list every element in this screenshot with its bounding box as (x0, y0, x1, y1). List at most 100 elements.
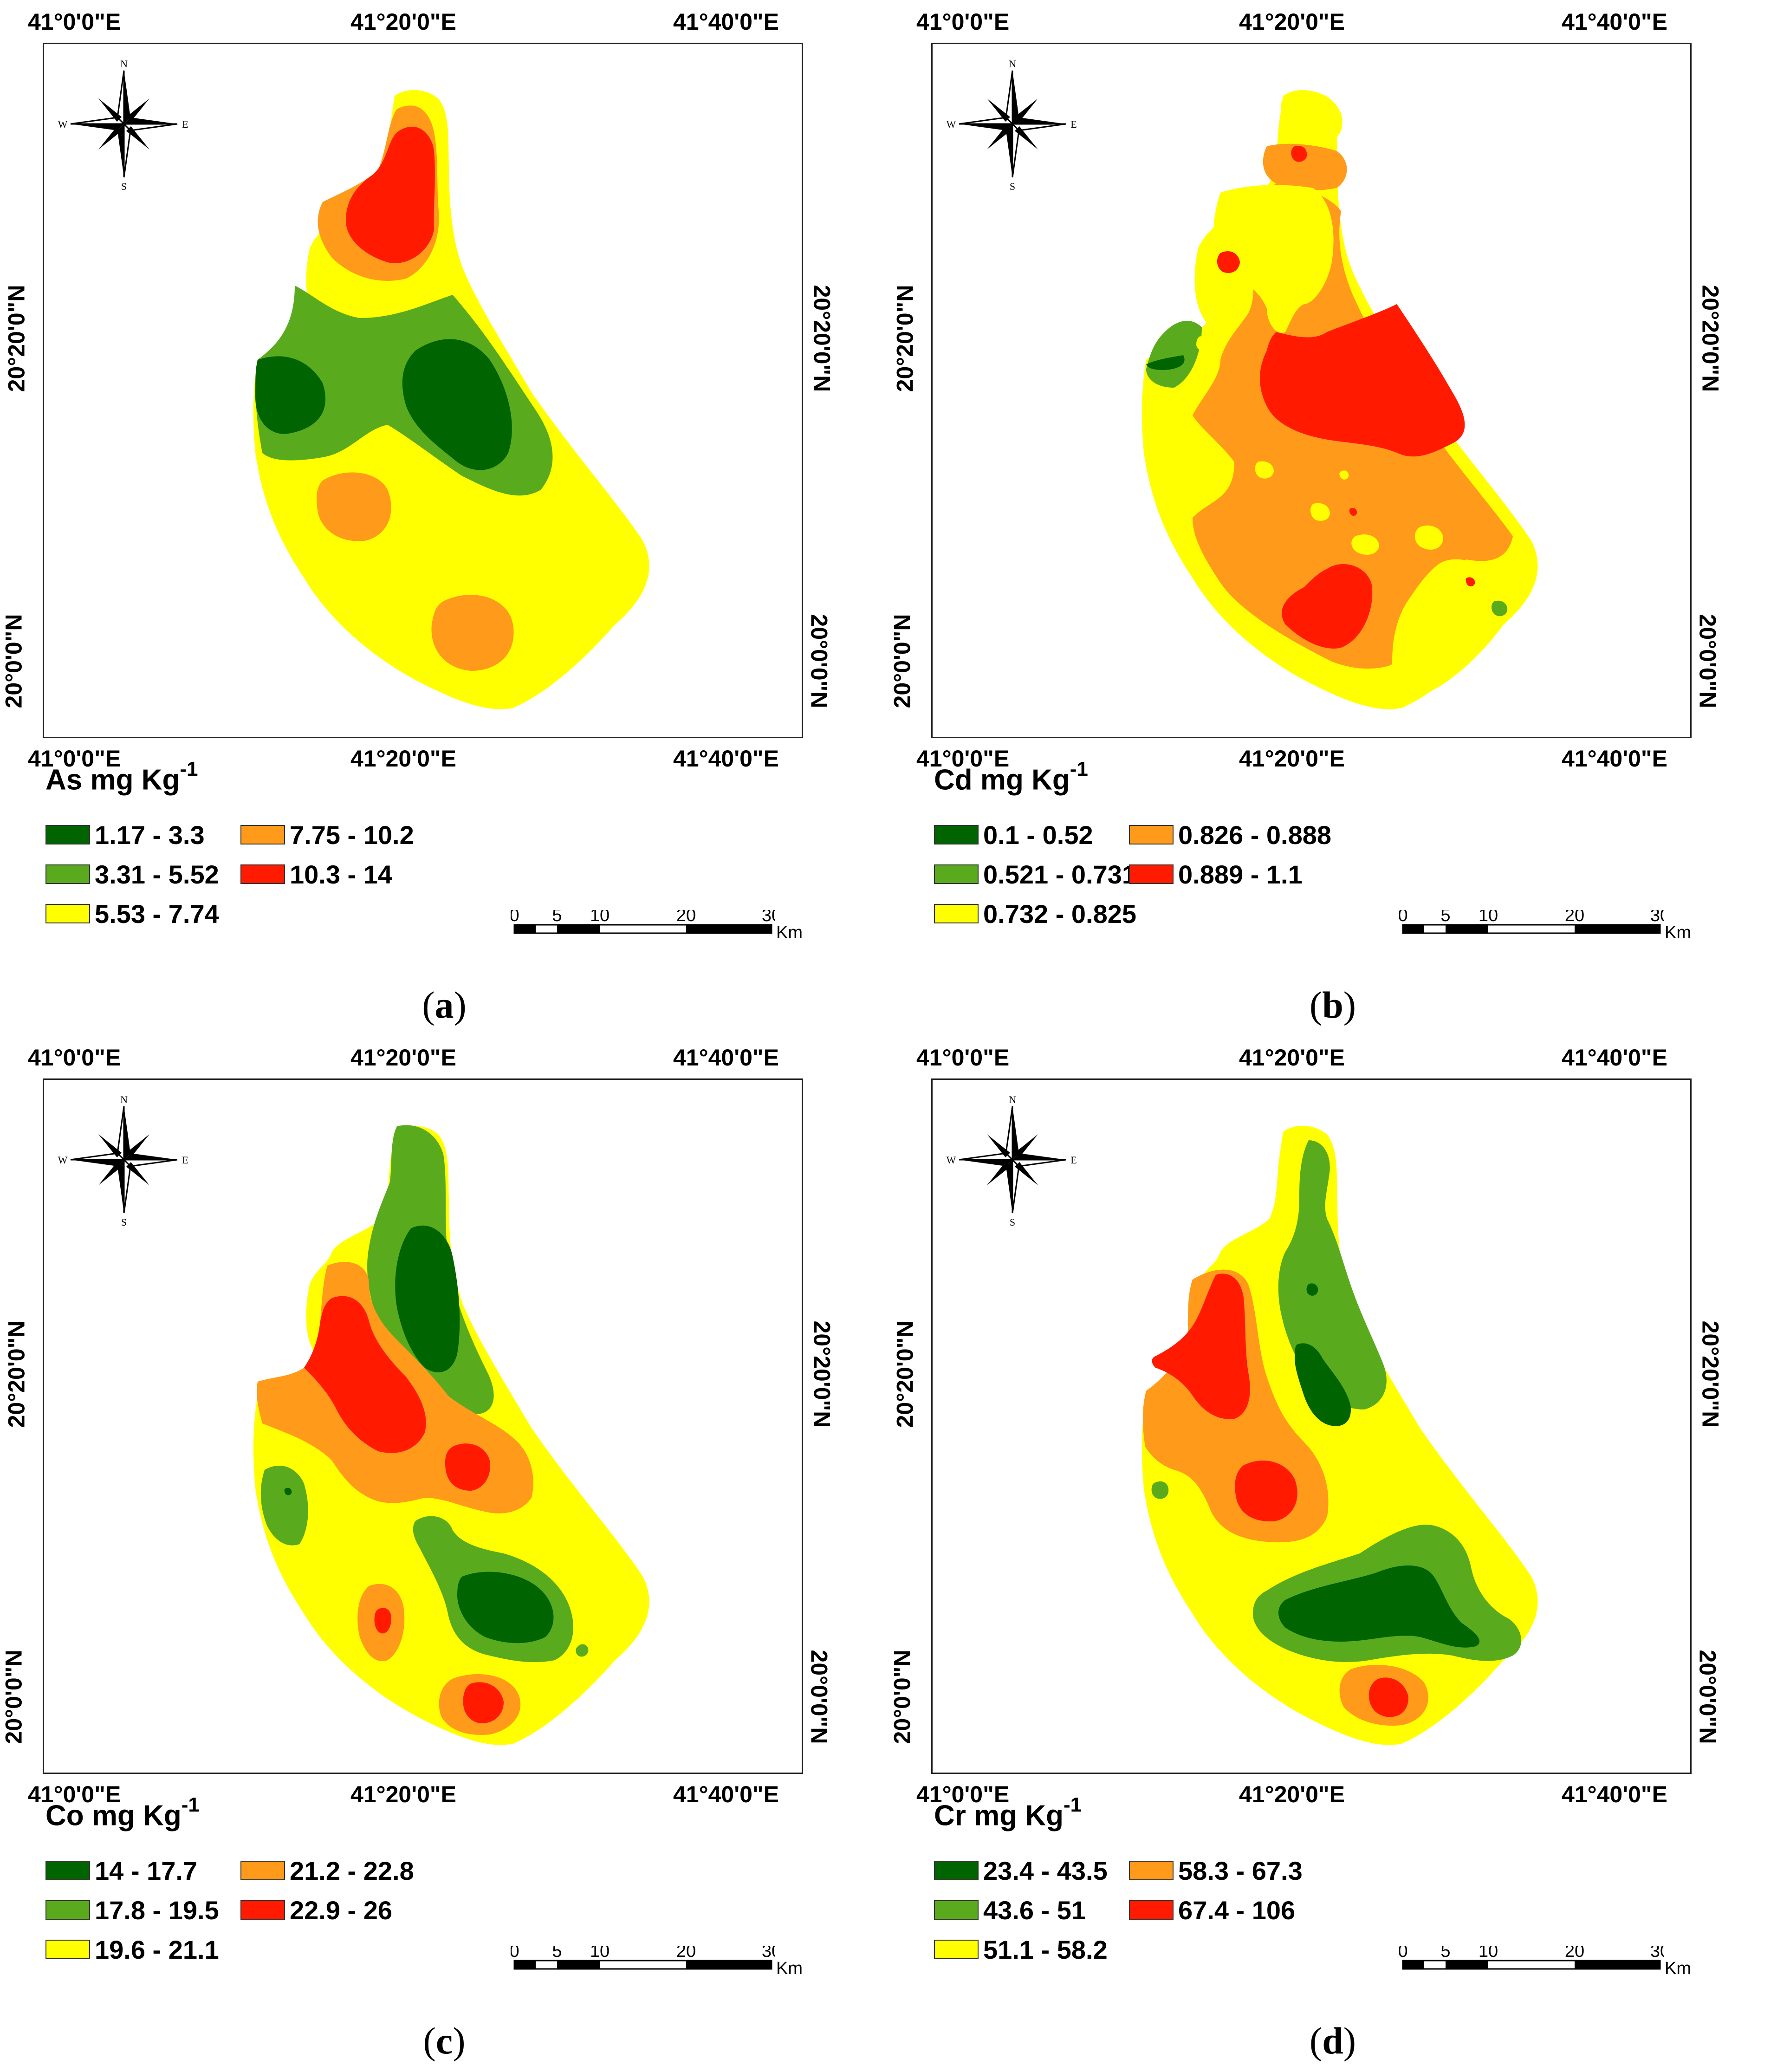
legend-swatch (1129, 825, 1174, 844)
legend-title: Cr mg Kg-1 (934, 1793, 1082, 1832)
caption-close: ) (454, 984, 467, 1026)
legend-item-class-3: 19.6 - 21.1 (45, 1935, 219, 1964)
legend-swatch (1129, 1861, 1174, 1880)
legend-item-class-4: 58.3 - 67.3 (1129, 1856, 1303, 1885)
map-region-red (1368, 1677, 1408, 1717)
lon-label-top-right: 41°40'0"E (1562, 9, 1667, 35)
lat-label-left-lower: 20°0'0"N (889, 1650, 915, 1744)
map-region-red (374, 1608, 391, 1634)
scale-tick-5: 5 (552, 910, 562, 925)
legend-item-class-3: 51.1 - 58.2 (934, 1935, 1108, 1964)
legend-swatch (240, 1900, 285, 1920)
lon-label-bottom-right: 41°40'0"E (673, 746, 779, 772)
unit-label: mg Kg (980, 764, 1070, 796)
legend-swatch (240, 825, 285, 844)
map-region-yellow (1339, 470, 1349, 480)
scale-tick-5: 5 (1440, 910, 1450, 925)
lat-label-right-upper: 20°20'0"N (1697, 1320, 1724, 1428)
lat-label-right-lower: 20°0'0"N (806, 614, 832, 708)
map-region-yellow (1414, 525, 1443, 550)
legend-swatch (45, 1940, 90, 1959)
map-region-red (1282, 564, 1373, 649)
scale-tick-5: 5 (1440, 1946, 1450, 1961)
map-region-red (1466, 577, 1475, 587)
panel-caption: (b) (888, 983, 1777, 1027)
legend-swatch (240, 864, 285, 884)
legend-swatch (45, 864, 90, 884)
legend-item-class-3: 0.732 - 0.825 (934, 899, 1137, 929)
lon-label-top-left: 41°0'0"E (28, 9, 121, 35)
interpolation-map (253, 1125, 649, 1745)
caption-close: ) (453, 2020, 466, 2062)
compass-w-label: W (947, 1154, 956, 1166)
element-symbol: Co (45, 1799, 84, 1832)
legend-label: 10.3 - 14 (290, 859, 393, 889)
legend-swatch (1129, 1900, 1174, 1920)
map-canvas: N S W E (947, 58, 1538, 709)
caption-letter: b (1322, 984, 1343, 1026)
legend-swatch (45, 904, 90, 923)
legend-item-class-2: 0.521 - 0.731 (934, 860, 1136, 889)
caption-open: ( (1309, 2020, 1323, 2062)
compass-w-label: W (947, 118, 956, 130)
element-symbol: Cr (934, 1799, 966, 1832)
legend-label: 23.4 - 43.5 (983, 1856, 1108, 1885)
lat-label-right-upper: 20°20'0"N (809, 1320, 835, 1428)
lat-label-right-lower: 20°0'0"N (806, 1650, 832, 1744)
caption-open: ( (423, 2020, 436, 2062)
scale-unit: Km (776, 923, 803, 942)
lon-label-bottom-right: 41°40'0"E (1562, 746, 1667, 772)
legend-item-class-1: 23.4 - 43.5 (934, 1856, 1108, 1885)
lat-label-right-upper: 20°20'0"N (1697, 285, 1724, 392)
compass-e-label: E (1070, 118, 1077, 130)
compass-rose-icon: N S W E (947, 1094, 1077, 1228)
scale-tick-0: 0 (511, 1946, 519, 1961)
legend-label: 0.826 - 0.888 (1178, 820, 1332, 850)
lon-label-top-right: 41°40'0"E (673, 9, 779, 35)
map-panel-cd: 41°0'0"E 41°20'0"E 41°40'0"E 41°0'0"E 41… (888, 0, 1777, 1036)
legend-swatch (934, 864, 979, 884)
compass-n-label: N (120, 1094, 128, 1105)
map-region-red (1291, 146, 1307, 162)
lon-label-bottom-mid: 41°20'0"E (350, 1781, 456, 1807)
map-frame: N S W E (931, 43, 1692, 738)
unit-label: mg Kg (91, 1799, 182, 1832)
lon-label-top-left: 41°0'0"E (916, 9, 1010, 35)
lat-label-right-lower: 20°0'0"N (1694, 1650, 1721, 1744)
compass-s-label: S (121, 181, 127, 192)
unit-exponent: -1 (1070, 758, 1088, 780)
legend-label: 14 - 17.7 (95, 1856, 198, 1885)
scale-bar: 0 5 10 20 30 (511, 910, 775, 934)
map-region-dark-green (1146, 355, 1185, 370)
legend-item-class-4: 21.2 - 22.8 (240, 1856, 414, 1885)
legend-label: 58.3 - 67.3 (1178, 1856, 1303, 1885)
scale-unit: Km (1665, 923, 1691, 942)
legend-label: 0.732 - 0.825 (983, 899, 1137, 929)
legend-label: 5.53 - 7.74 (95, 899, 219, 929)
legend-item-class-2: 43.6 - 51 (934, 1896, 1086, 1925)
scale-tick-30: 30 (762, 910, 775, 925)
caption-letter: d (1322, 2020, 1343, 2062)
map-panel-cr: 41°0'0"E 41°20'0"E 41°40'0"E 41°0'0"E 41… (888, 1036, 1777, 2072)
lon-label-bottom-mid: 41°20'0"E (1239, 1781, 1345, 1807)
lon-label-top-mid: 41°20'0"E (1239, 1045, 1345, 1071)
legend-label: 67.4 - 106 (1178, 1895, 1296, 1925)
legend-swatch (934, 825, 979, 844)
map-region-green (1492, 600, 1508, 617)
map-region-red (304, 1296, 426, 1453)
legend-item-class-4: 0.826 - 0.888 (1129, 820, 1332, 850)
lat-label-left-upper: 20°20'0"N (892, 1320, 918, 1428)
legend-item-class-2: 17.8 - 19.5 (45, 1896, 219, 1925)
lat-label-left-lower: 20°0'0"N (0, 1650, 27, 1744)
legend-item-class-5: 67.4 - 106 (1129, 1895, 1296, 1925)
element-symbol: Cd (934, 764, 973, 796)
map-region-yellow (1351, 534, 1379, 555)
scale-tick-30: 30 (1650, 1946, 1664, 1961)
legend-swatch (934, 1861, 979, 1880)
lon-label-bottom-left: 41°0'0"E (916, 1781, 1010, 1807)
legend-label: 0.1 - 0.52 (983, 820, 1093, 850)
map-region-red (1152, 1273, 1250, 1419)
legend-item-class-1: 14 - 17.7 (45, 1856, 198, 1885)
scale-tick-30: 30 (1650, 910, 1664, 925)
unit-label: mg Kg (974, 1799, 1064, 1832)
